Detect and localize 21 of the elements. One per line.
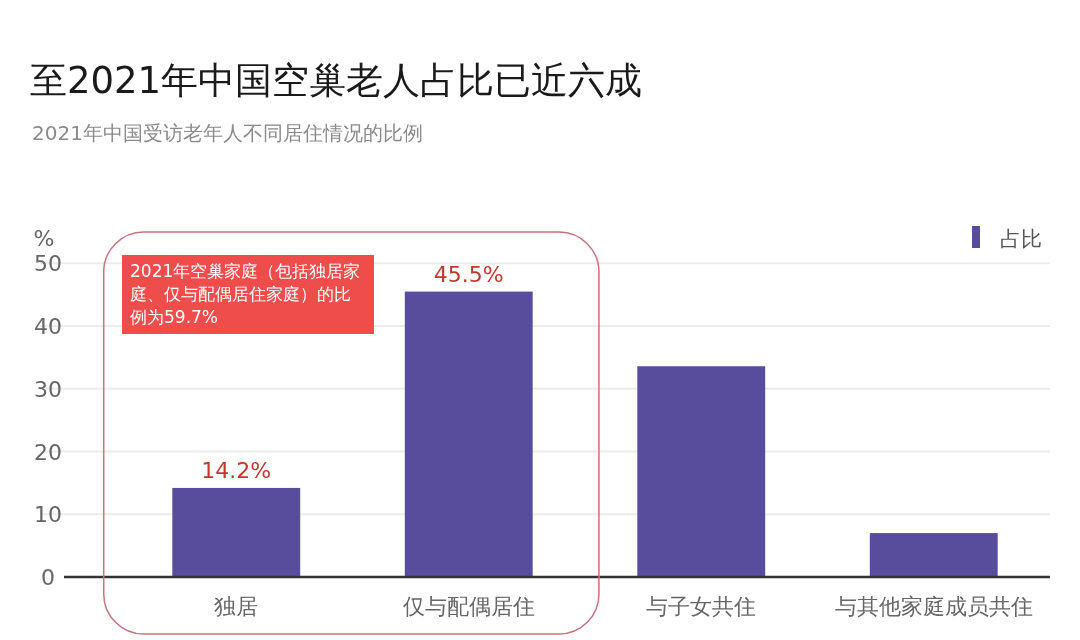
annotation: 2021年空巢家庭（包括独居家庭、仅与配偶居住家庭）的比例为59.7%	[122, 255, 374, 334]
y-tick-label: 50	[34, 251, 62, 277]
x-tick-label: 与子女共住	[646, 594, 757, 619]
legend-label: 占比	[1000, 227, 1042, 251]
x-tick-label: 与其他家庭成员共住	[834, 594, 1033, 619]
y-tick-label: 30	[34, 376, 62, 402]
y-tick-label: 10	[34, 502, 62, 528]
y-tick-label: 40	[34, 314, 62, 340]
chart-title: 至2021年中国空巢老人占比已近六成	[30, 59, 643, 102]
y-tick-label: 20	[34, 439, 62, 465]
x-tick-label: 独居	[214, 594, 259, 619]
y-tick-label: 0	[41, 565, 55, 590]
bar	[404, 291, 533, 577]
bar	[172, 487, 301, 577]
chart-subtitle: 2021年中国受访老年人不同居住情况的比例	[32, 121, 423, 145]
y-axis-title: %	[33, 226, 55, 251]
bar	[637, 366, 766, 577]
data-label: 45.5%	[433, 261, 504, 287]
bar	[869, 533, 998, 577]
x-tick-label: 仅与配偶居住	[402, 594, 535, 619]
data-label: 14.2%	[201, 457, 272, 483]
